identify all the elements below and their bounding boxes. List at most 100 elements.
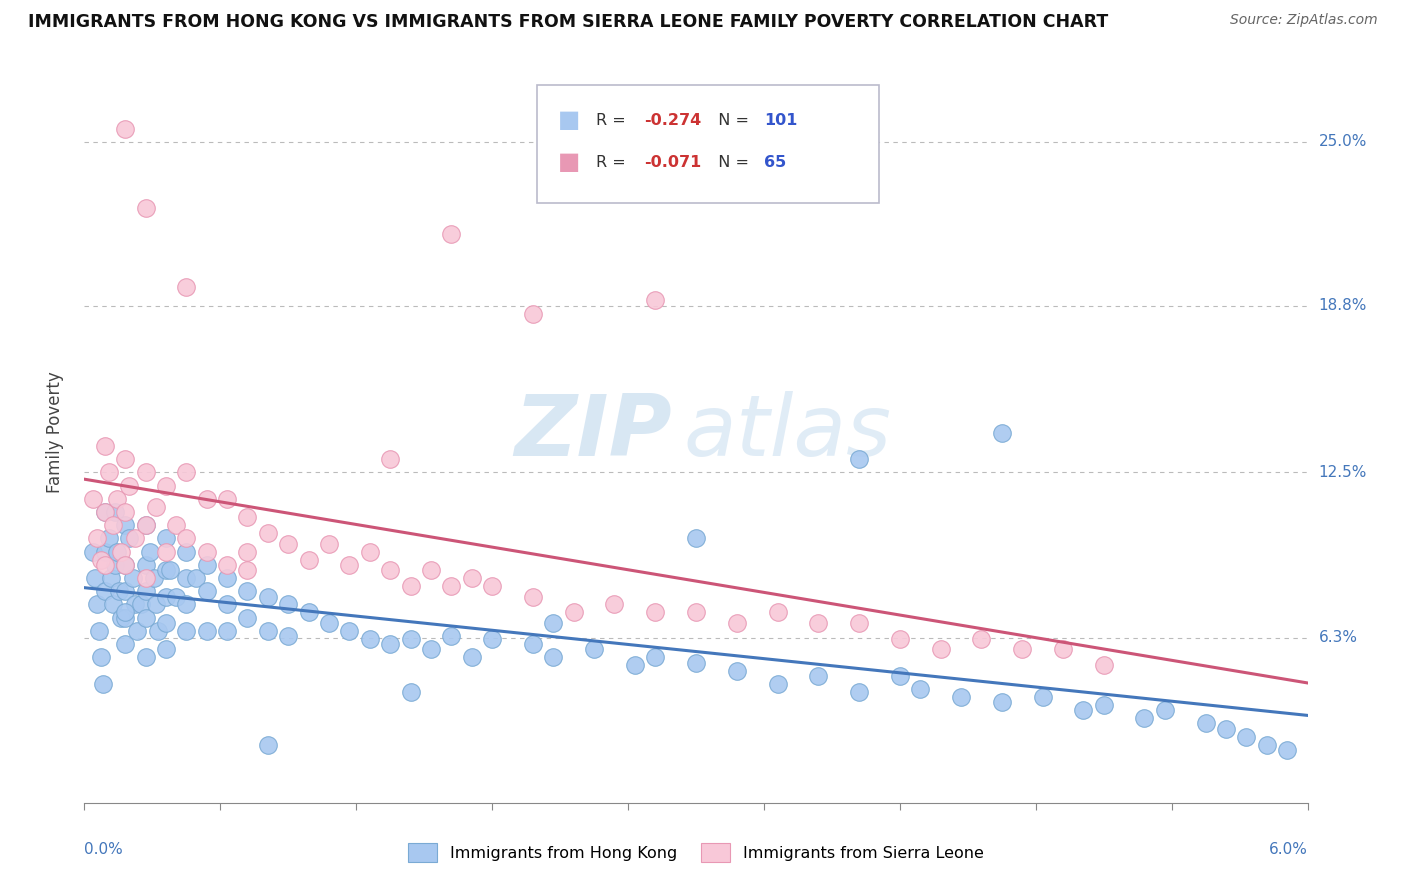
Point xyxy=(991,695,1014,709)
Point xyxy=(399,685,422,699)
Point xyxy=(298,606,321,620)
Point xyxy=(644,606,666,620)
Point xyxy=(90,552,112,566)
Point xyxy=(583,642,606,657)
Point xyxy=(461,571,484,585)
Text: 65: 65 xyxy=(765,155,787,169)
Point xyxy=(93,544,117,558)
Point xyxy=(135,558,157,572)
Point xyxy=(159,563,181,577)
Point xyxy=(186,571,208,585)
Point xyxy=(522,307,544,321)
Point xyxy=(97,532,120,546)
Point xyxy=(195,624,218,638)
Point xyxy=(217,571,239,585)
Point xyxy=(685,532,707,546)
Point xyxy=(1073,703,1095,717)
Text: -0.274: -0.274 xyxy=(644,112,702,128)
Point xyxy=(359,544,381,558)
Point xyxy=(543,650,565,665)
Point xyxy=(176,465,198,479)
Legend: Immigrants from Hong Kong, Immigrants from Sierra Leone: Immigrants from Hong Kong, Immigrants fr… xyxy=(402,837,990,869)
Point xyxy=(118,532,141,546)
Text: 6.3%: 6.3% xyxy=(1319,630,1358,645)
Point xyxy=(1133,711,1156,725)
Point xyxy=(889,632,911,646)
Text: ZIP: ZIP xyxy=(513,391,672,475)
Point xyxy=(277,536,299,550)
Point xyxy=(114,584,136,599)
Point xyxy=(110,610,132,624)
Text: R =: R = xyxy=(596,155,630,169)
Text: IMMIGRANTS FROM HONG KONG VS IMMIGRANTS FROM SIERRA LEONE FAMILY POVERTY CORRELA: IMMIGRANTS FROM HONG KONG VS IMMIGRANTS … xyxy=(28,13,1108,31)
Point xyxy=(1092,698,1115,712)
Text: 101: 101 xyxy=(765,112,797,128)
Text: 25.0%: 25.0% xyxy=(1319,135,1367,149)
Point xyxy=(86,598,108,612)
Point xyxy=(135,650,157,665)
Point xyxy=(277,629,299,643)
Point xyxy=(420,642,443,657)
Point xyxy=(624,658,647,673)
Point xyxy=(101,598,124,612)
Point xyxy=(176,598,198,612)
Point xyxy=(146,624,169,638)
Point xyxy=(399,632,422,646)
Point xyxy=(82,544,104,558)
Point xyxy=(950,690,973,704)
Point xyxy=(217,558,239,572)
Point xyxy=(236,510,259,524)
Point xyxy=(991,425,1014,440)
Point xyxy=(725,664,748,678)
Point xyxy=(176,571,198,585)
Point xyxy=(236,610,259,624)
Point xyxy=(481,632,503,646)
Point xyxy=(359,632,381,646)
Point xyxy=(105,544,128,558)
Point xyxy=(848,615,870,630)
Point xyxy=(114,452,136,467)
Point xyxy=(114,610,136,624)
Point xyxy=(110,544,132,558)
Point xyxy=(217,598,239,612)
Point xyxy=(399,579,422,593)
Point xyxy=(766,606,789,620)
Point xyxy=(155,590,177,604)
Point xyxy=(135,584,157,599)
Point xyxy=(93,439,117,453)
Point xyxy=(104,558,127,572)
Point xyxy=(889,669,911,683)
Point xyxy=(440,629,463,643)
Point xyxy=(910,682,932,697)
Point xyxy=(124,532,146,546)
Point xyxy=(124,598,146,612)
Point xyxy=(108,584,131,599)
Point xyxy=(114,606,136,620)
Point xyxy=(145,598,167,612)
Point xyxy=(217,624,239,638)
Point xyxy=(114,121,136,136)
Point xyxy=(257,738,280,752)
Point xyxy=(1215,722,1237,736)
Point xyxy=(176,544,198,558)
Text: atlas: atlas xyxy=(683,391,891,475)
Point xyxy=(807,669,830,683)
Point xyxy=(380,452,402,467)
Point xyxy=(970,632,993,646)
Point xyxy=(135,610,157,624)
Point xyxy=(118,478,141,492)
Point xyxy=(105,491,128,506)
Point xyxy=(1032,690,1054,704)
Point xyxy=(339,624,361,638)
Point xyxy=(236,563,259,577)
Point xyxy=(165,518,187,533)
Point xyxy=(114,558,136,572)
Point xyxy=(318,536,340,550)
Text: ■: ■ xyxy=(558,108,579,132)
Point xyxy=(1052,642,1074,657)
Point xyxy=(135,518,157,533)
Point xyxy=(420,563,443,577)
Point xyxy=(91,677,114,691)
Point xyxy=(155,615,177,630)
Text: 18.8%: 18.8% xyxy=(1319,298,1367,313)
